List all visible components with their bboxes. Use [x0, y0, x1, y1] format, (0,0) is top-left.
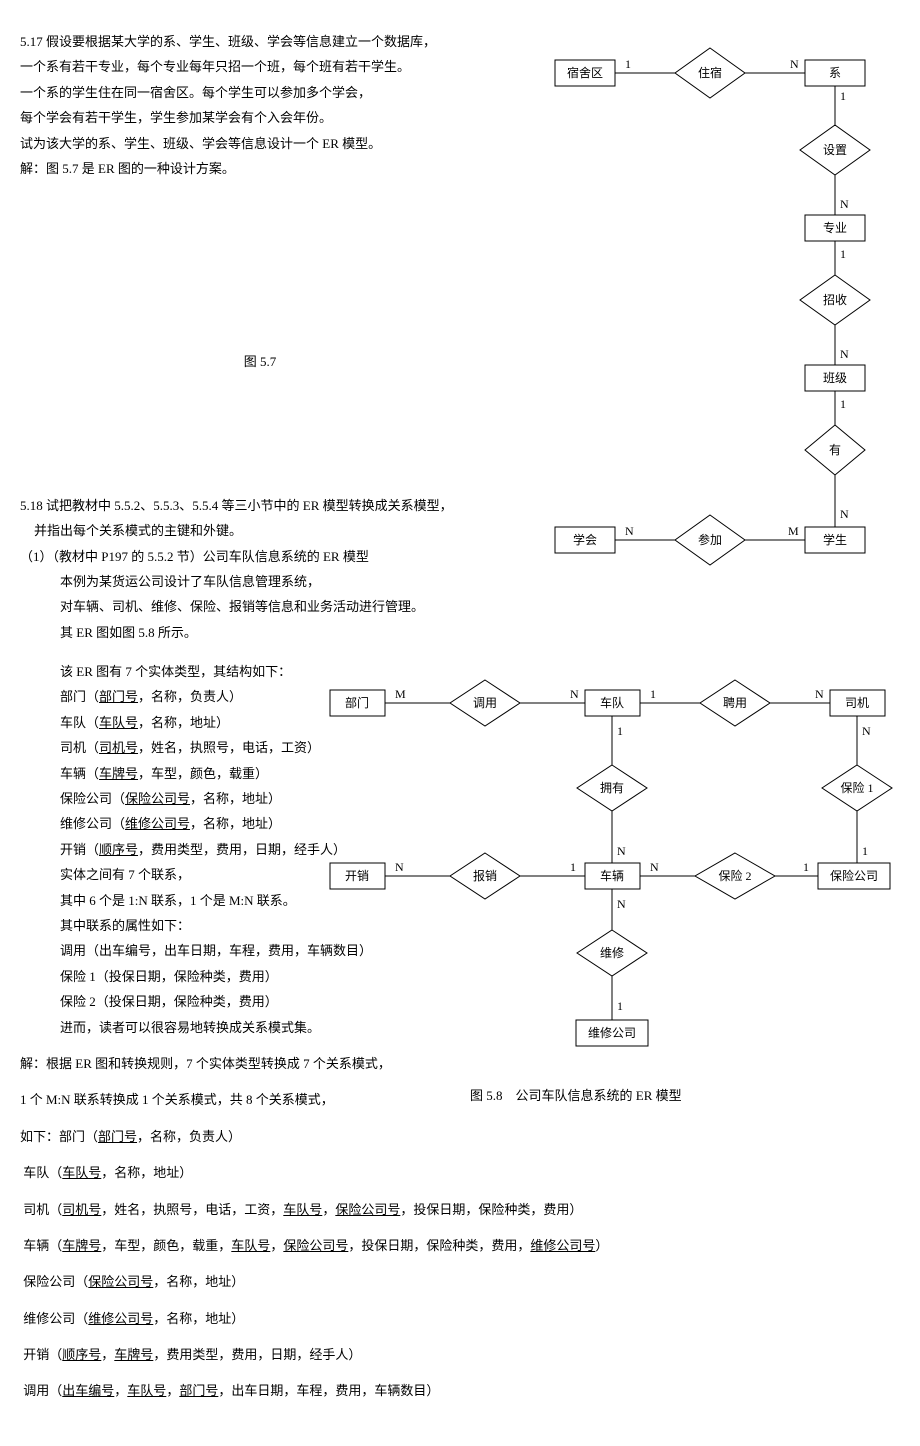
ent-dorm: 宿舍区: [567, 65, 603, 80]
card-Na: N: [790, 57, 799, 71]
c58-n6: N: [650, 860, 659, 874]
c58-n4: N: [862, 724, 871, 738]
ent58-expense: 开销: [345, 869, 369, 883]
c58-n1: N: [570, 687, 579, 701]
sol-head3: 如下：部门（部门号，名称，负责人）: [20, 1125, 900, 1148]
ent-class: 班级: [823, 371, 847, 385]
card-Nc: N: [840, 347, 849, 361]
card-1a: 1: [625, 57, 631, 71]
sol-r2: 司机（司机号，姓名，执照号，电话，工资，车队号，保险公司号，投保日期，保险种类，…: [20, 1198, 900, 1221]
ent-club: 学会: [573, 532, 597, 547]
ent58-insco: 保险公司: [830, 868, 878, 883]
p517-l4: 解：图 5.7 是 ER 图的一种设计方案。: [20, 157, 500, 180]
ent-dept: 系: [829, 66, 841, 80]
c58-1a: 1: [650, 687, 656, 701]
c58-m1: M: [395, 687, 406, 701]
p518-b1-1: 对车辆、司机、维修、保险、报销等信息和业务活动进行管理。: [20, 595, 500, 618]
rel-enroll: 招收: [823, 293, 847, 307]
rel58-ins2: 保险 2: [718, 868, 751, 883]
c58-n7: N: [617, 897, 626, 911]
sol-r4: 保险公司（保险公司号，名称，地址）: [20, 1270, 900, 1293]
ent58-dept: 部门: [345, 695, 369, 710]
card-Me: M: [788, 524, 799, 538]
p517-title: 5.17 假设要根据某大学的系、学生、班级、学会等信息建立一个数据库，: [20, 30, 500, 53]
problem-5-17: 5.17 假设要根据某大学的系、学生、班级、学会等信息建立一个数据库， 一个系有…: [20, 30, 500, 180]
fig-5-7-label: 图 5.7: [20, 350, 500, 373]
rel58-own: 拥有: [600, 781, 624, 795]
card-1d: 1: [840, 397, 846, 411]
c58-1c: 1: [862, 844, 868, 858]
rel58-ins1: 保险 1: [840, 780, 873, 795]
c58-n3: N: [617, 844, 626, 858]
ent-student: 学生: [823, 532, 847, 547]
rel58-repair: 维修: [600, 945, 624, 960]
p518-b1-2: 其 ER 图如图 5.8 所示。: [20, 621, 500, 644]
rel-residence: 住宿: [698, 65, 722, 80]
c58-1d: 1: [570, 860, 576, 874]
fig-5-8-caption: 图 5.8 公司车队信息系统的 ER 模型: [470, 1088, 682, 1103]
p517-l2: 每个学会有若干学生，学生参加某学会有个入会年份。: [20, 106, 500, 129]
p518-sub: 并指出每个关系模式的主键和外键。: [20, 519, 500, 542]
card-Nd: N: [840, 507, 849, 521]
rel58-reimb: 报销: [473, 868, 497, 883]
sol-r3: 车辆（车牌号，车型，颜色，载重，车队号，保险公司号，投保日期，保险种类，费用，维…: [20, 1234, 900, 1257]
c58-n2: N: [815, 687, 824, 701]
card-Ne: N: [625, 524, 634, 538]
er-diagram-5-8: 部门 车队 司机 调用 M N 聘用 1 N 1 拥有 N N 保险 1 1 开…: [320, 680, 890, 1127]
rel58-invoke: 调用: [473, 696, 497, 710]
card-Nb: N: [840, 197, 849, 211]
p517-l3: 试为该大学的系、学生、班级、学会等信息设计一个 ER 模型。: [20, 132, 500, 155]
p517-l0: 一个系有若干专业，每个专业每年只招一个班，每个班有若干学生。: [20, 55, 500, 78]
c58-1e: 1: [803, 860, 809, 874]
p518-title: 5.18 试把教材中 5.5.2、5.5.3、5.5.4 等三小节中的 ER 模…: [20, 494, 500, 517]
sol-r7: 调用（出车编号，车队号，部门号，出车日期，车程，费用，车辆数目）: [20, 1379, 900, 1402]
c58-1b: 1: [617, 724, 623, 738]
er-diagram-5-7: 宿舍区 住宿 系 1 N 1 设置 N 专业 1 招收 N 班级 1 有 N 学…: [545, 30, 885, 607]
sol-r6: 开销（顺序号，车牌号，费用类型，费用，日期，经手人）: [20, 1343, 900, 1366]
sol-r1: 车队（车队号，名称，地址）: [20, 1161, 900, 1184]
rel-has: 有: [829, 443, 841, 457]
rel58-hire: 聘用: [723, 696, 747, 710]
c58-n5: N: [395, 860, 404, 874]
ent58-driver: 司机: [845, 696, 869, 710]
ent58-fleet: 车队: [600, 695, 624, 710]
rel-setup: 设置: [823, 143, 847, 157]
p518-b1-0: 本例为某货运公司设计了车队信息管理系统，: [20, 570, 500, 593]
ent58-vehicle: 车辆: [600, 868, 624, 883]
ent-major: 专业: [823, 220, 847, 235]
c58-1f: 1: [617, 999, 623, 1013]
sol-r5: 维修公司（维修公司号，名称，地址）: [20, 1307, 900, 1330]
card-1b: 1: [840, 89, 846, 103]
p518-item1: （1）（教材中 P197 的 5.5.2 节）公司车队信息系统的 ER 模型: [20, 545, 500, 568]
card-1c: 1: [840, 247, 846, 261]
rel-join: 参加: [698, 532, 722, 547]
p517-l1: 一个系的学生住在同一宿舍区。每个学生可以参加多个学会，: [20, 81, 500, 104]
ent58-repairco: 维修公司: [588, 1025, 636, 1040]
